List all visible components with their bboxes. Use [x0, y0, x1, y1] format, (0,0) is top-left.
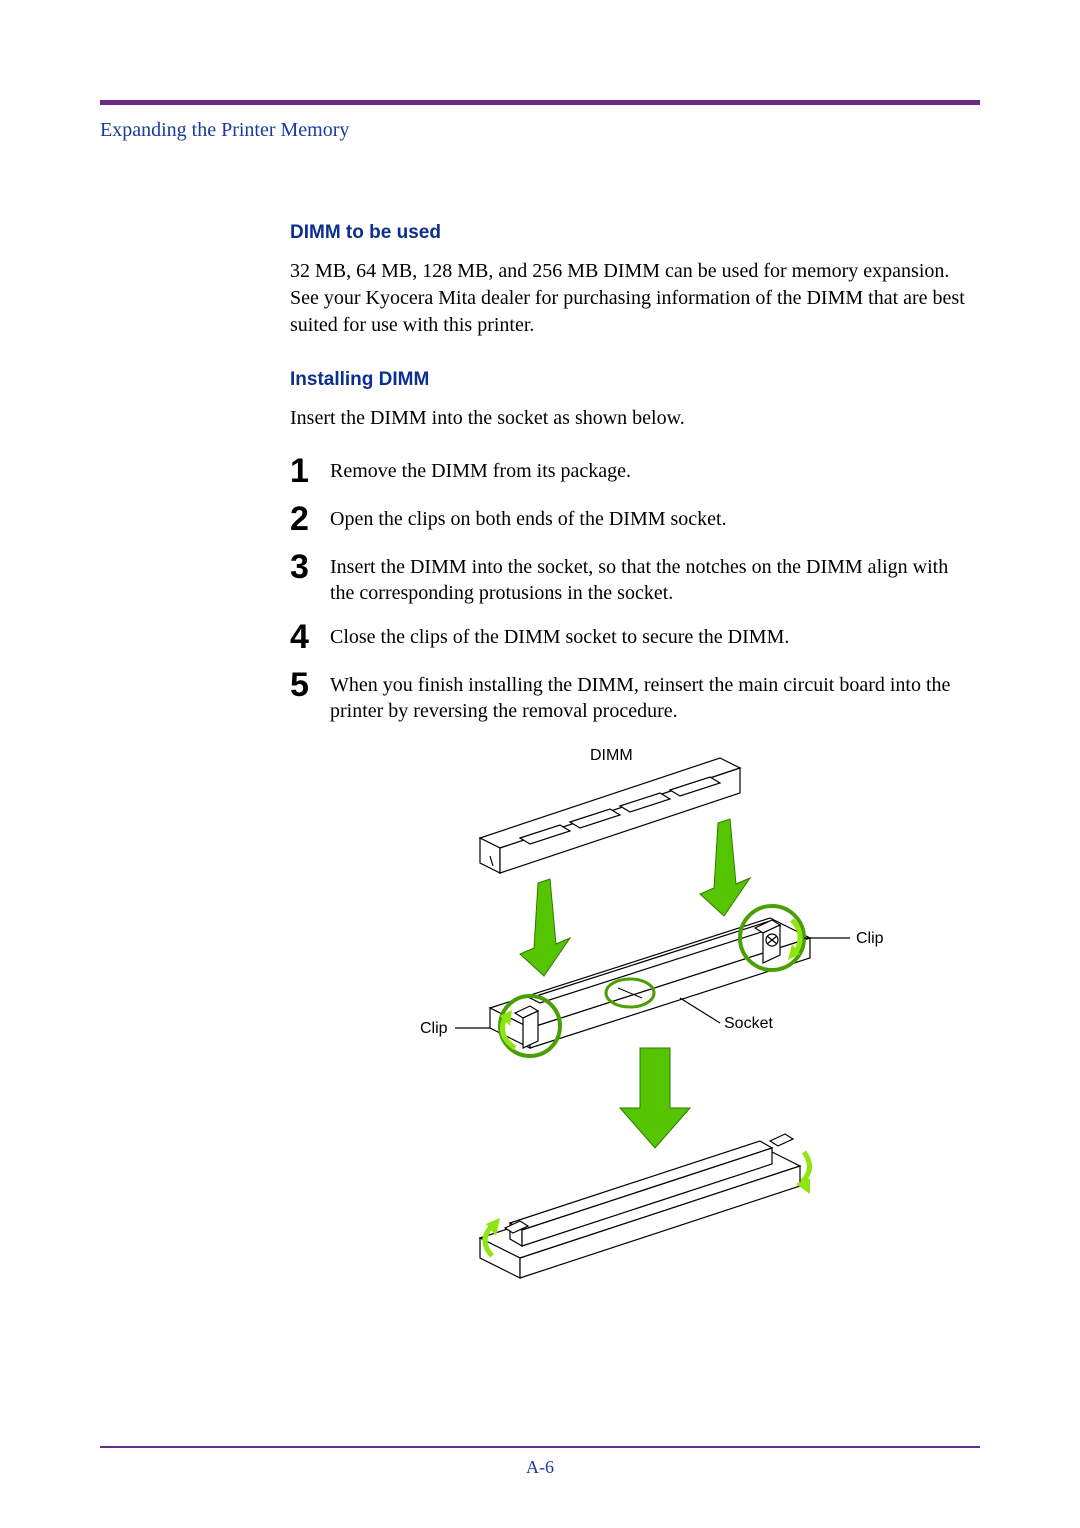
- step-2-number: 2: [290, 502, 330, 536]
- step-4-number: 4: [290, 620, 330, 654]
- dimm-figure: DIMM: [420, 748, 970, 1293]
- step-3: 3 Insert the DIMM into the socket, so th…: [290, 550, 970, 606]
- section-link[interactable]: Expanding the Printer Memory: [100, 119, 980, 142]
- step-5: 5 When you finish installing the DIMM, r…: [290, 668, 970, 724]
- step-3-number: 3: [290, 550, 330, 584]
- step-4: 4 Close the clips of the DIMM socket to …: [290, 620, 970, 654]
- step-5-text: When you finish installing the DIMM, rei…: [330, 668, 970, 724]
- down-arrow-icon: [620, 1048, 690, 1148]
- step-1-text: Remove the DIMM from its package.: [330, 454, 631, 484]
- leader-line: [680, 998, 720, 1023]
- dimm-module-icon: [480, 758, 740, 873]
- top-rule: [100, 100, 980, 105]
- socket-installed-icon: [480, 1134, 800, 1278]
- label-clip-left: Clip: [420, 1020, 448, 1037]
- step-1: 1 Remove the DIMM from its package.: [290, 454, 970, 488]
- install-lead: Insert the DIMM into the socket as shown…: [290, 405, 970, 432]
- step-2-text: Open the clips on both ends of the DIMM …: [330, 502, 727, 532]
- page-number: A-6: [0, 1457, 1080, 1478]
- step-1-number: 1: [290, 454, 330, 488]
- para-dimm-used: 32 MB, 64 MB, 128 MB, and 256 MB DIMM ca…: [290, 258, 970, 339]
- label-clip-right: Clip: [856, 930, 884, 947]
- label-socket: Socket: [724, 1015, 773, 1032]
- main-content: DIMM to be used 32 MB, 64 MB, 128 MB, an…: [290, 222, 970, 1293]
- step-2: 2 Open the clips on both ends of the DIM…: [290, 502, 970, 536]
- step-5-number: 5: [290, 668, 330, 702]
- step-4-text: Close the clips of the DIMM socket to se…: [330, 620, 789, 650]
- heading-dimm-used: DIMM to be used: [290, 222, 970, 244]
- label-dimm: DIMM: [590, 748, 633, 764]
- heading-installing-dimm: Installing DIMM: [290, 369, 970, 391]
- step-3-text: Insert the DIMM into the socket, so that…: [330, 550, 970, 606]
- bottom-rule: [100, 1446, 980, 1448]
